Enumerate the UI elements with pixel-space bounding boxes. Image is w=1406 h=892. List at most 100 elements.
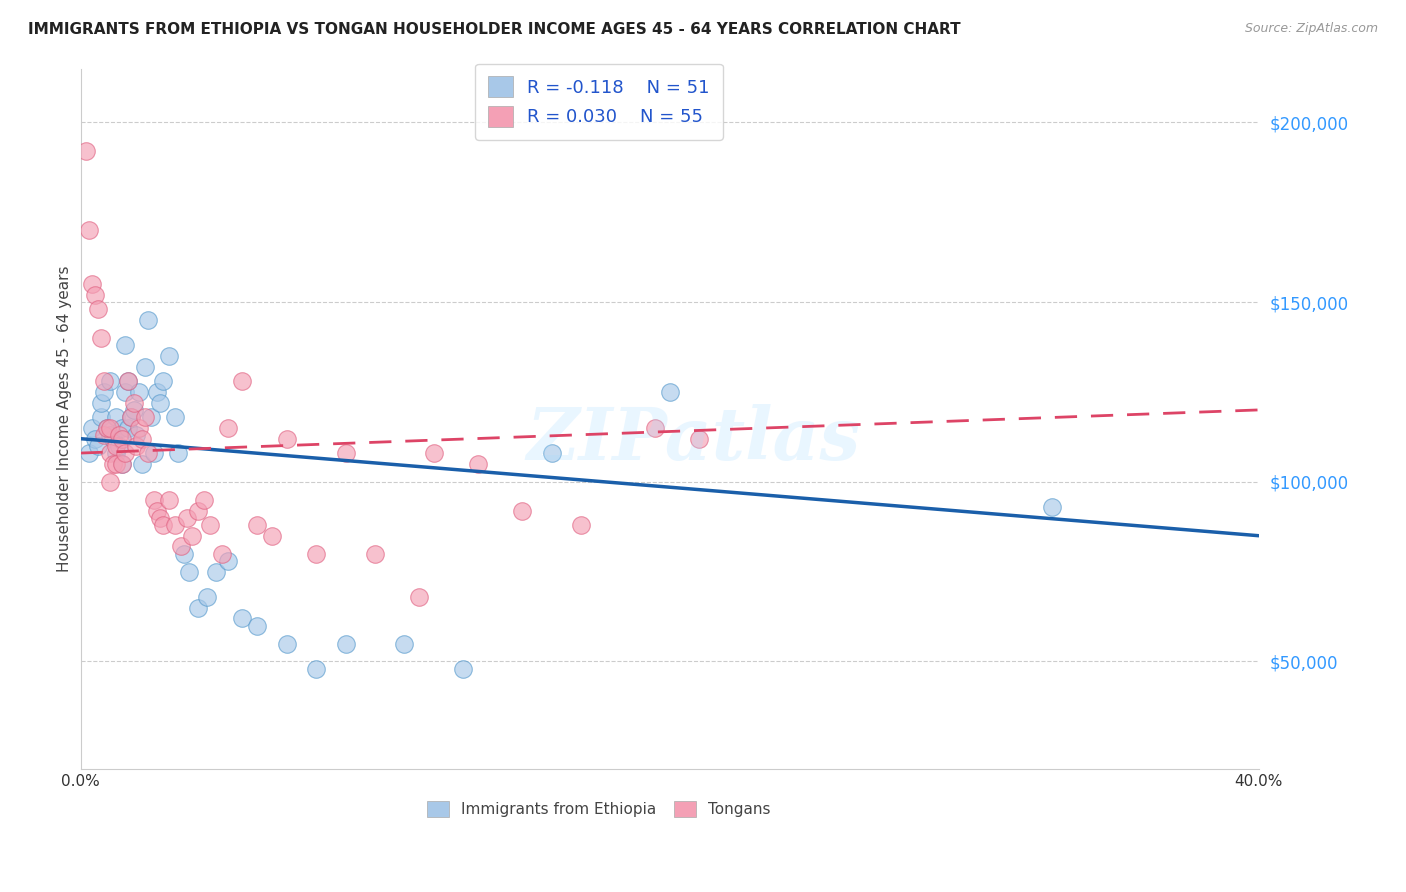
Point [176,510,198,524]
Legend: Immigrants from Ethiopia, Tongans: Immigrants from Ethiopia, Tongans [419,794,778,825]
Point [84,288,107,302]
Point [111,432,134,446]
Point [335,446,357,460]
Point [101,457,124,471]
Point [93,384,115,399]
Point [93,374,115,388]
Point [169,540,191,554]
Point [114,446,136,460]
Point [231,611,253,625]
Point [131,432,153,446]
Point [146,503,169,517]
Point [149,510,172,524]
Text: Source: ZipAtlas.com: Source: ZipAtlas.com [1244,22,1378,36]
Point [131,457,153,471]
Point [136,446,159,460]
Point [276,636,298,650]
Point [658,384,681,399]
Point [305,662,328,676]
Point [149,396,172,410]
Point [163,410,186,425]
Y-axis label: Householder Income Ages 45 - 64 years: Householder Income Ages 45 - 64 years [58,266,72,572]
Point [217,554,239,568]
Point [79,223,101,237]
Point [125,439,148,453]
Point [157,349,180,363]
Point [90,410,112,425]
Point [260,529,283,543]
Point [181,529,204,543]
Point [143,446,166,460]
Point [408,590,430,604]
Point [157,492,180,507]
Point [120,410,142,425]
Point [104,446,127,460]
Point [117,374,139,388]
Point [98,374,121,388]
Point [217,421,239,435]
Point [114,338,136,352]
Text: ZIPatlas: ZIPatlas [526,404,860,475]
Point [134,410,156,425]
Point [173,547,195,561]
Point [187,503,209,517]
Point [114,384,136,399]
Point [82,421,104,435]
Point [364,547,387,561]
Point [111,457,134,471]
Point [246,618,269,632]
Point [96,421,118,435]
Point [305,547,328,561]
Point [179,565,201,579]
Point [107,439,129,453]
Point [423,446,446,460]
Point [152,374,174,388]
Point [117,374,139,388]
Point [152,517,174,532]
Point [193,492,215,507]
Text: IMMIGRANTS FROM ETHIOPIA VS TONGAN HOUSEHOLDER INCOME AGES 45 - 64 YEARS CORRELA: IMMIGRANTS FROM ETHIOPIA VS TONGAN HOUSE… [28,22,960,37]
Point [246,517,269,532]
Point [510,503,533,517]
Point [205,565,228,579]
Point [107,428,129,442]
Point [122,403,145,417]
Point [187,600,209,615]
Point [644,421,666,435]
Point [128,421,150,435]
Point [111,421,134,435]
Point [231,374,253,388]
Point [98,428,121,442]
Point [128,384,150,399]
Point [98,475,121,489]
Point [146,384,169,399]
Point [101,432,124,446]
Point [335,636,357,650]
Point [87,302,110,317]
Point [104,457,127,471]
Point [1042,500,1064,514]
Point [688,432,710,446]
Point [276,432,298,446]
Point [211,547,233,561]
Point [125,428,148,442]
Point [163,517,186,532]
Point [540,446,562,460]
Point [111,457,134,471]
Point [79,446,101,460]
Point [143,492,166,507]
Point [117,421,139,435]
Point [87,439,110,453]
Point [82,277,104,292]
Point [467,457,489,471]
Point [90,331,112,345]
Point [136,313,159,327]
Point [96,421,118,435]
Point [394,636,416,650]
Point [120,410,142,425]
Point [195,590,218,604]
Point [198,517,221,532]
Point [453,662,475,676]
Point [134,359,156,374]
Point [90,396,112,410]
